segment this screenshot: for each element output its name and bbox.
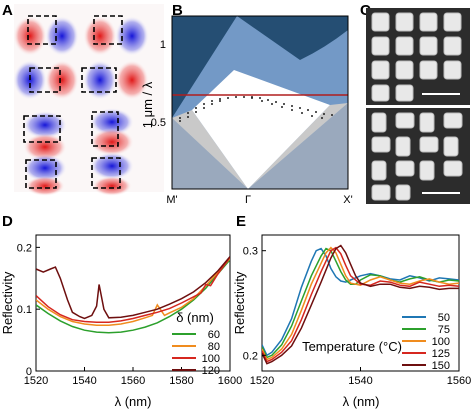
e-ylabel: Reflectivity (232, 271, 247, 334)
b-xtick-x: X' (343, 194, 352, 206)
e-series-line-75 (262, 247, 459, 359)
e-series-line-125 (262, 246, 459, 363)
d-xlabel: λ (nm) (115, 394, 152, 409)
e-xlabel: λ (nm) (343, 394, 380, 409)
d-series-line-80 (36, 258, 230, 327)
e-legend-title: Temperature (°C) (302, 339, 402, 354)
panel-b-band-diagram: 1 0.5 1 μm / λ M' Γ X' (140, 15, 353, 206)
band-region-gray-right (248, 103, 348, 189)
d-ytick-label: 0 (26, 366, 32, 378)
d-legend-label-120: 120 (202, 365, 220, 377)
panel-e-label: E (236, 213, 246, 230)
e-series-line-100 (262, 246, 459, 361)
band-dots (179, 96, 333, 122)
d-series-line-120 (36, 256, 230, 320)
e-ytick-label: 0.2 (243, 350, 258, 362)
e-xtick-label: 1520 (250, 375, 274, 387)
b-ytick-0.5: 0.5 (151, 117, 166, 129)
d-xtick-label: 1580 (169, 375, 193, 387)
panel-a-field-map (13, 4, 164, 196)
d-series-line-60 (36, 259, 230, 334)
panel-c-label: C (360, 2, 371, 19)
panel-e-chart: 1520 1540 1560 0.2 0.3 Reflectivity λ (nm) T… (232, 234, 471, 409)
panel-d-chart: 1520 1540 1560 1580 1600 0 0.1 0.2 Reflectivity… (0, 234, 242, 409)
e-legend-label-75: 75 (438, 324, 450, 336)
panel-b-label: B (172, 2, 183, 19)
e-legend-label-150: 150 (432, 360, 450, 372)
d-legend-label-100: 100 (202, 353, 220, 365)
band-region-bottom (172, 103, 348, 189)
d-legend-label-60: 60 (208, 329, 220, 341)
e-xtick-label: 1540 (348, 375, 372, 387)
e-legend-label-125: 125 (432, 348, 450, 360)
band-light-cone-white (192, 70, 330, 189)
b-ytick-1: 1 (160, 39, 166, 51)
band-region-gray-left (172, 110, 248, 189)
panel-d-label: D (2, 213, 13, 230)
sem-pillars-top (371, 12, 462, 102)
e-ytick-label: 0.3 (243, 246, 258, 258)
d-ytick-label: 0.2 (17, 242, 32, 254)
e-legend-label-50: 50 (438, 312, 450, 324)
d-ylabel: Reflectivity (0, 271, 15, 334)
e-xtick-label: 1560 (447, 375, 471, 387)
d-xtick-label: 1560 (121, 375, 145, 387)
panel-a-label: A (2, 2, 13, 19)
d-ytick-label: 0.1 (17, 304, 32, 316)
sem-pillars-bottom (371, 112, 463, 201)
d-series-line-100 (36, 256, 230, 323)
panel-c-sem-images (366, 8, 470, 204)
d-legend-label-80: 80 (208, 341, 220, 353)
b-ylabel: 1 μm / λ (140, 81, 155, 128)
e-legend-label-100: 100 (432, 336, 450, 348)
b-xtick-gamma: Γ (245, 194, 251, 206)
d-xtick-label: 1600 (218, 375, 242, 387)
d-plot-frame (35, 234, 231, 372)
d-legend-title: δ (nm) (176, 310, 214, 325)
d-xtick-label: 1540 (72, 375, 96, 387)
d-xtick-label: 1520 (24, 375, 48, 387)
b-xtick-m: M' (166, 194, 177, 206)
e-series-line-150 (262, 244, 459, 365)
